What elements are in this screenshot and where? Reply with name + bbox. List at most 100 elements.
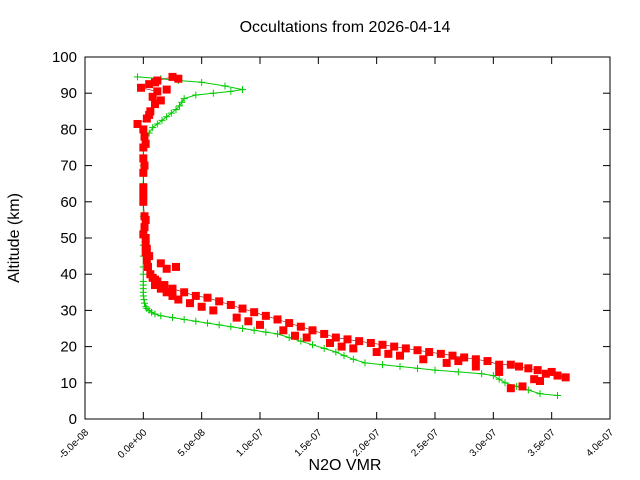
data-point — [332, 348, 340, 356]
y-tick-label: 10 — [60, 375, 77, 392]
data-point — [139, 270, 147, 278]
data-point — [372, 348, 381, 357]
data-point — [140, 223, 149, 232]
data-point — [149, 124, 157, 132]
data-point — [326, 338, 334, 347]
data-point — [291, 331, 299, 340]
data-point — [547, 367, 556, 376]
data-point — [145, 110, 154, 119]
data-point — [141, 299, 148, 307]
data-point — [198, 78, 206, 86]
data-point — [239, 86, 246, 94]
data-point — [553, 371, 562, 380]
data-point — [390, 342, 399, 351]
data-point — [355, 337, 364, 346]
data-point — [168, 72, 177, 81]
x-tick-label: 1.0e-07 — [234, 427, 266, 459]
data-point — [221, 82, 229, 90]
data-point — [162, 288, 171, 297]
data-point — [186, 299, 194, 308]
data-point — [460, 353, 469, 362]
x-tick-label: 0.0e+00 — [116, 427, 150, 461]
data-point — [158, 116, 166, 124]
data-point — [167, 109, 175, 117]
data-point — [168, 291, 177, 300]
data-point — [442, 358, 451, 367]
data-point — [425, 348, 434, 357]
data-point — [232, 313, 241, 322]
data-point — [153, 87, 162, 96]
data-point — [413, 346, 422, 355]
data-point — [396, 351, 404, 360]
chart-title: Occultations from 2026-04-14 — [240, 19, 451, 36]
data-point — [142, 303, 150, 311]
data-point — [495, 360, 504, 369]
data-point — [495, 367, 504, 376]
data-point — [180, 95, 188, 103]
data-point — [139, 197, 148, 206]
y-tick-label: 90 — [60, 85, 77, 102]
data-point — [471, 362, 480, 371]
data-point — [349, 355, 357, 363]
x-tick-label: 3.0e-07 — [468, 427, 500, 459]
data-point — [151, 100, 159, 109]
data-point — [273, 315, 282, 324]
data-point — [506, 360, 515, 369]
data-point — [308, 326, 317, 335]
data-point — [140, 296, 148, 304]
series-line — [137, 76, 558, 396]
data-point — [483, 357, 492, 366]
data-point — [396, 363, 404, 371]
data-point — [250, 308, 259, 317]
data-point — [148, 92, 157, 101]
x-tick-label: 5.0e-08 — [176, 427, 208, 459]
data-point — [174, 295, 183, 304]
data-point — [180, 315, 188, 323]
x-tick-label: 2.5e-07 — [409, 427, 441, 459]
data-point — [239, 325, 246, 332]
data-point — [215, 321, 223, 329]
data-point — [541, 369, 550, 378]
data-point — [143, 305, 151, 313]
data-point — [139, 183, 148, 192]
data-point — [141, 215, 150, 224]
y-tick-label: 40 — [60, 266, 77, 283]
data-point — [139, 277, 147, 285]
data-point — [209, 306, 218, 315]
data-point — [204, 319, 211, 327]
data-point — [454, 357, 463, 366]
data-point — [176, 102, 183, 110]
data-point — [506, 384, 515, 393]
data-point — [471, 355, 480, 364]
data-point — [197, 302, 206, 311]
y-tick-label: 30 — [60, 302, 77, 319]
data-point — [515, 362, 523, 371]
data-point — [256, 320, 264, 329]
data-point — [151, 78, 159, 87]
y-tick-label: 60 — [60, 194, 77, 211]
y-axis-label: Altitude (km) — [6, 193, 23, 283]
data-point — [285, 319, 294, 328]
data-point — [448, 351, 457, 360]
data-point — [139, 190, 148, 199]
data-point — [134, 73, 141, 81]
data-point — [227, 87, 235, 95]
data-point — [518, 382, 527, 391]
data-point — [192, 317, 200, 325]
data-point — [146, 270, 155, 279]
data-point — [172, 262, 180, 271]
data-point — [162, 264, 171, 273]
series-1 — [133, 72, 570, 393]
data-point — [140, 161, 149, 170]
y-tick-label: 50 — [60, 230, 77, 247]
data-point — [139, 154, 148, 163]
data-point — [156, 96, 165, 105]
data-point — [302, 333, 311, 342]
data-point — [192, 91, 200, 99]
x-tick-label: 2.0e-07 — [351, 427, 383, 459]
data-point — [419, 355, 428, 364]
y-tick-label: 70 — [60, 158, 77, 175]
data-point — [331, 333, 340, 342]
data-point — [203, 293, 212, 302]
